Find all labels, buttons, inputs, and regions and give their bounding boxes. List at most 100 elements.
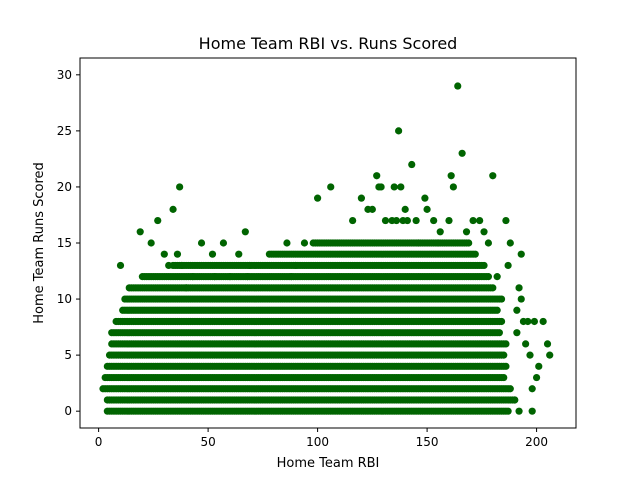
data-point [489,284,497,292]
data-point [458,149,466,157]
data-point [412,216,420,225]
data-point [522,340,530,348]
data-point [377,183,385,191]
data-point [504,261,512,270]
data-point [493,273,501,281]
data-point [182,284,190,292]
data-point [546,351,554,359]
data-point [480,261,488,270]
y-tick-label: 25 [57,124,72,138]
x-axis-label: Home Team RBI [277,456,380,471]
data-point [528,407,536,415]
data-point [165,261,173,270]
data-point [502,340,510,348]
x-tick-label: 150 [416,435,439,449]
data-point [471,250,479,258]
data-point [408,160,416,169]
data-point [373,172,381,180]
data-point [502,216,510,225]
data-point [173,250,182,258]
data-point [178,261,186,270]
data-point [243,273,252,281]
data-point [511,396,519,404]
data-point [528,385,536,393]
data-point [524,317,532,326]
chart-title: Home Team RBI vs. Runs Scored [199,34,458,53]
x-tick-label: 50 [200,435,215,449]
y-axis-label: Home Team Runs Scored [32,162,47,324]
data-point [197,239,206,247]
data-point [502,362,510,370]
data-point [211,273,219,281]
data-point [246,261,254,270]
data-point [476,216,484,225]
data-point [526,351,534,359]
data-point [401,205,409,213]
data-point [513,329,521,337]
data-point [530,317,538,326]
data-point [517,250,525,258]
x-tick-label: 0 [95,435,103,449]
data-point [449,183,457,191]
data-point [189,273,197,281]
data-point [465,239,473,247]
data-point [154,216,162,225]
data-point [500,373,508,382]
data-point [147,239,155,247]
data-point [447,172,455,180]
data-point [480,228,488,236]
data-point [513,306,521,314]
data-point [504,407,512,415]
data-point [397,183,405,191]
data-point [283,239,291,247]
data-point [136,228,144,236]
data-point [436,228,444,236]
data-point [176,183,184,191]
y-axis: 0 5 10 15 20 25 30 [57,68,80,418]
data-point [403,216,411,225]
data-point [421,194,429,202]
y-tick-label: 20 [57,180,72,194]
data-point [395,127,403,135]
data-point [160,250,168,258]
data-point [506,239,514,247]
data-point [287,273,295,281]
data-point [493,306,501,314]
data-point [235,250,243,258]
data-point [500,351,508,359]
data-point [414,239,422,247]
data-point [445,216,453,225]
data-point [462,228,471,236]
data-point [497,317,506,326]
data-point [357,194,365,202]
data-point [226,273,234,281]
data-point [454,82,462,90]
data-point [423,205,431,213]
data-point [219,239,228,247]
data-point [543,340,552,348]
data-point [517,295,525,303]
data-point [314,194,322,202]
data-point [506,385,514,393]
data-point [469,216,477,225]
data-point [484,239,493,247]
data-point [368,205,376,213]
data-point [349,216,357,225]
data-point [434,239,442,247]
y-tick-label: 0 [64,404,72,418]
data-point [495,329,503,337]
points-layer [99,82,554,415]
x-tick-label: 100 [306,435,329,449]
data-point [515,407,523,415]
data-point [489,172,497,180]
y-tick-label: 5 [64,348,72,362]
data-point [169,205,177,213]
data-point [241,228,249,236]
data-point [208,250,217,258]
data-point [381,216,390,225]
data-point [292,261,300,270]
data-point [430,216,438,225]
x-tick-label: 200 [525,435,548,449]
data-point [497,295,506,303]
